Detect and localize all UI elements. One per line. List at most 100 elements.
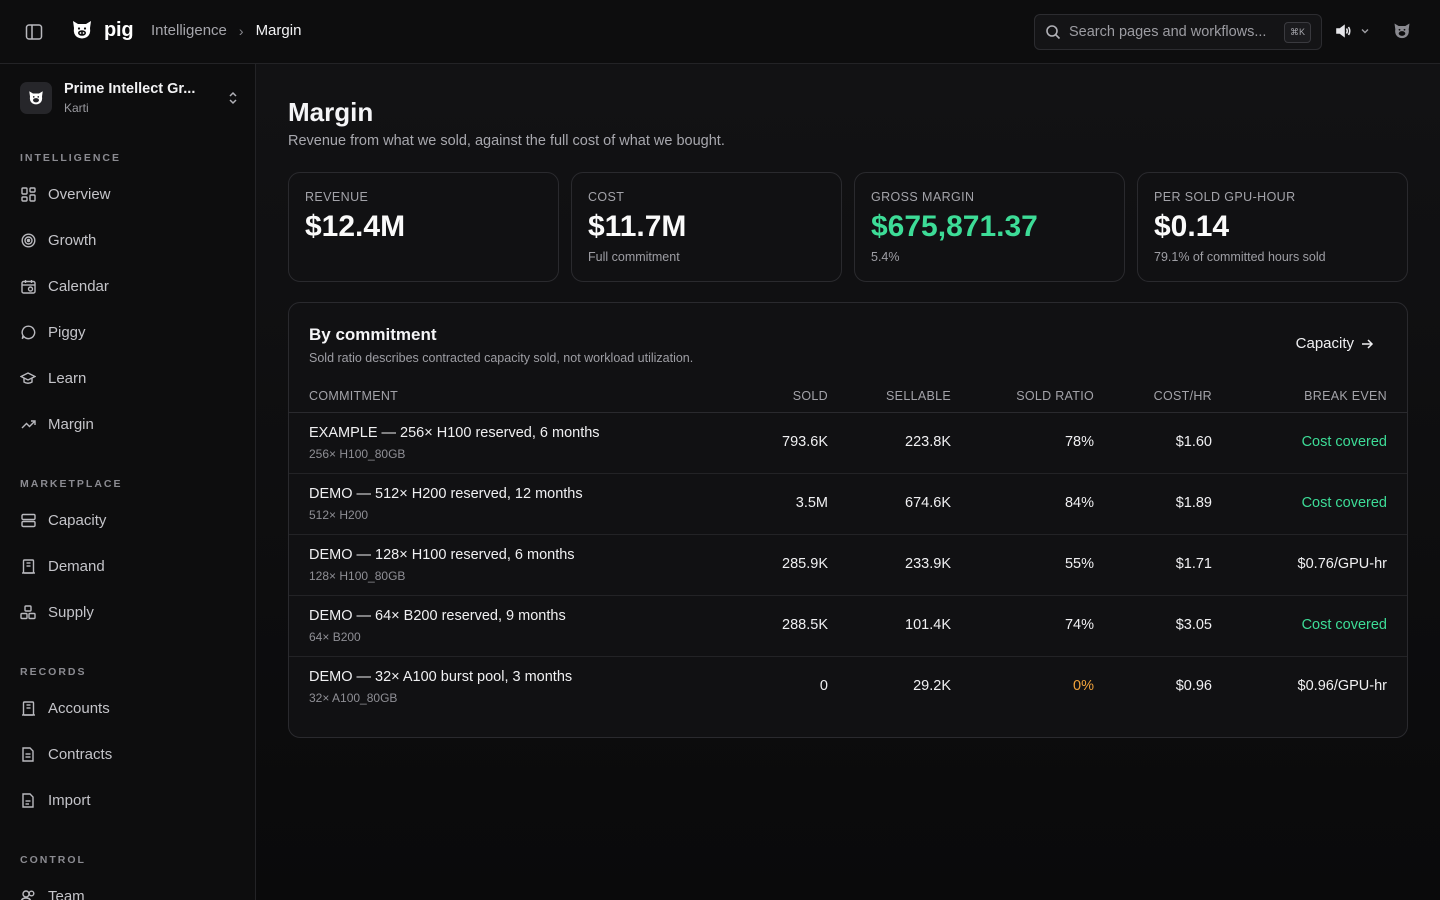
break-even-value: $0.76/GPU-hr [1297,556,1387,572]
card-note: 5.4% [871,250,900,264]
sidebar-item-label: Overview [48,185,111,203]
table-row[interactable]: DEMO — 32× A100 burst pool, 3 months 32×… [289,657,1407,718]
commitment-name: EXAMPLE — 256× H100 reserved, 6 months [309,425,600,441]
col-cost-hr[interactable]: COST/HR [1153,389,1212,403]
search-shortcut: ⌘K [1283,21,1311,43]
sold-value: 793.6K [782,434,828,450]
sellable-value: 233.9K [905,556,951,572]
org-switcher[interactable]: Prime Intellect Gr... Karti [20,80,240,115]
chevron-up-down-icon [229,91,237,105]
break-even-value: $0.96/GPU-hr [1297,678,1387,694]
capacity-link[interactable]: Capacity [1296,335,1374,352]
brand-name: pig [104,18,134,41]
sidebar-item-label: Demand [48,557,105,575]
user-avatar[interactable] [1392,21,1412,46]
sidebar-item-calendar[interactable]: Calendar [20,272,236,300]
cost-hr-value: $1.89 [1175,495,1212,511]
trending-up-icon [20,416,36,432]
table-row[interactable]: DEMO — 512× H200 reserved, 12 months 512… [289,474,1407,535]
users-icon [20,888,36,900]
breadcrumb-current: Margin [255,22,302,39]
col-break-even[interactable]: BREAK EVEN [1304,389,1387,403]
commitment-name: DEMO — 64× B200 reserved, 9 months [309,608,566,624]
sidebar-item-overview[interactable]: Overview [20,180,236,208]
table-row[interactable]: DEMO — 64× B200 reserved, 9 months 64× B… [289,596,1407,657]
search-placeholder: Search pages and workflows... [1069,24,1267,40]
document-icon [20,746,36,762]
card-value: $12.4M [305,210,406,243]
sidebar-item-label: Capacity [48,511,107,529]
card-label: REVENUE [305,190,369,204]
section-records: RECORDS [20,666,87,678]
sidebar-item-label: Growth [48,231,97,249]
section-intelligence: INTELLIGENCE [20,152,122,164]
break-even-value: Cost covered [1301,617,1387,633]
breadcrumb-intelligence[interactable]: Intelligence [151,22,227,39]
org-avatar [20,82,52,114]
pig-icon [29,91,43,105]
sidebar-item-contracts[interactable]: Contracts [20,740,236,768]
commitment-name: DEMO — 32× A100 burst pool, 3 months [309,669,573,685]
chevron-right-icon: › [238,22,244,39]
sidebar-item-growth[interactable]: Growth [20,226,236,254]
graduation-cap-icon [20,370,36,386]
sidebar-item-import[interactable]: Import [20,786,236,814]
search-input[interactable]: Search pages and workflows... ⌘K [1034,14,1322,50]
section-marketplace: MARKETPLACE [20,478,123,490]
top-bar: pig Intelligence › Margin Search pages a… [0,0,1440,64]
card-value: $0.14 [1154,210,1230,243]
cost-card: COST $11.7M Full commitment [571,172,842,282]
chat-bubble-icon [20,324,36,340]
sidebar-item-piggy[interactable]: Piggy [20,318,236,346]
sidebar-item-label: Import [48,791,91,809]
sidebar-item-demand[interactable]: Demand [20,552,236,580]
sold-ratio-value: 55% [1064,556,1094,572]
cost-hr-value: $3.05 [1175,617,1212,633]
sold-ratio-value: 84% [1064,495,1094,511]
sidebar-item-label: Learn [48,369,87,387]
org-name: Prime Intellect Gr... [64,80,196,97]
sidebar-item-team[interactable]: Team [20,882,236,900]
gross-margin-card: GROSS MARGIN $675,871.37 5.4% [854,172,1125,282]
sidebar-item-label: Accounts [48,699,110,717]
card-note: 79.1% of committed hours sold [1154,250,1326,264]
cost-hr-value: $1.71 [1175,556,1212,572]
col-sellable[interactable]: SELLABLE [886,389,951,403]
table-row[interactable]: EXAMPLE — 256× H100 reserved, 6 months 2… [289,413,1407,474]
col-sold-ratio[interactable]: SOLD RATIO [1016,389,1094,403]
sidebar-item-margin[interactable]: Margin [20,410,236,438]
org-user: Karti [64,100,89,115]
sidebar: Prime Intellect Gr... Karti INTELLIGENCE… [0,64,256,900]
target-icon [20,232,36,248]
search-icon [1046,25,1061,40]
boxes-icon [20,604,36,620]
col-commitment[interactable]: COMMITMENT [309,389,399,403]
per-gpu-hour-card: PER SOLD GPU-HOUR $0.14 79.1% of committ… [1137,172,1408,282]
sellable-value: 29.2K [913,678,951,694]
sidebar-item-learn[interactable]: Learn [20,364,236,392]
commitment-hardware: 128× H100_80GB [309,569,406,583]
sidebar-item-label: Supply [48,603,94,621]
table-row[interactable]: DEMO — 128× H100 reserved, 6 months 128×… [289,535,1407,596]
capacity-link-label: Capacity [1295,335,1354,352]
sellable-value: 674.6K [905,495,951,511]
col-sold[interactable]: SOLD [792,389,828,403]
sidebar-item-accounts[interactable]: Accounts [20,694,236,722]
commitment-hardware: 64× B200 [309,630,361,644]
sold-ratio-value: 0% [1073,678,1094,694]
break-even-value: Cost covered [1301,495,1387,511]
grid-icon [20,186,36,202]
commitment-name: DEMO — 128× H100 reserved, 6 months [309,547,575,563]
volume-icon [1336,24,1351,38]
brand-logo[interactable]: pig [70,18,134,42]
cost-hr-value: $0.96 [1175,678,1212,694]
card-label: COST [588,190,625,204]
pig-icon [73,21,91,39]
sidebar-item-supply[interactable]: Supply [20,598,236,626]
sold-value: 285.9K [782,556,828,572]
sound-menu[interactable] [1334,22,1370,40]
commitment-hardware: 256× H100_80GB [309,447,406,461]
page-subtitle: Revenue from what we sold, against the f… [288,133,725,149]
sidebar-toggle-icon[interactable] [22,20,46,44]
sidebar-item-capacity[interactable]: Capacity [20,506,236,534]
